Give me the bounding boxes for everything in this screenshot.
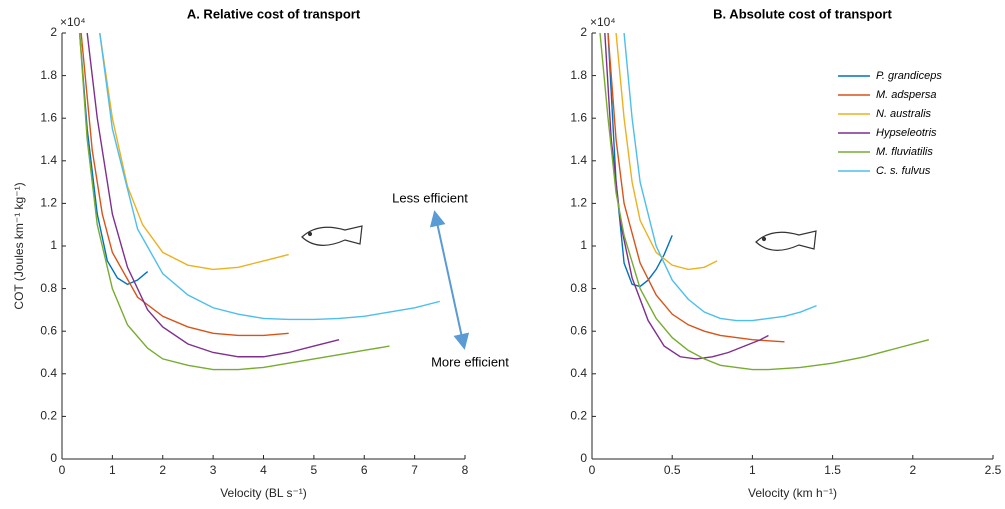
fish-icon: [301, 225, 817, 251]
y-tick-label: 0.4: [40, 366, 57, 380]
x-tick-label: 1: [749, 463, 756, 477]
y-axis-label: COT (Joules km⁻¹ kg⁻¹): [12, 182, 26, 309]
legend-label: P. grandiceps: [876, 70, 942, 82]
annotation: Less efficient: [392, 190, 468, 205]
y-tick-label: 0.6: [40, 323, 57, 337]
legend-label: Hypseleotris: [876, 127, 937, 139]
x-tick-label: 0: [589, 463, 596, 477]
chart-title: A. Relative cost of transport: [187, 6, 361, 21]
y-tick-label: 0: [50, 451, 57, 465]
x-tick-label: 2: [909, 463, 916, 477]
legend-label: M. fluviatilis: [876, 146, 933, 158]
chart-title: B. Absolute cost of transport: [713, 6, 892, 21]
x-tick-label: 6: [361, 463, 368, 477]
x-tick-label: 4: [260, 463, 267, 477]
y-tick-label: 0.2: [570, 409, 587, 423]
y-tick-label: 1: [580, 238, 587, 252]
y-tick-label: 0.8: [570, 281, 587, 295]
x-tick-label: 0: [59, 463, 66, 477]
y-multiplier: ×10⁴: [60, 15, 86, 29]
series-line: [99, 32, 289, 271]
efficiency-arrow: [429, 210, 470, 350]
x-tick-label: 8: [462, 463, 469, 477]
x-tick-label: 1.5: [824, 463, 841, 477]
y-tick-label: 2: [50, 25, 57, 39]
series-line: [604, 32, 769, 360]
y-tick-label: 1.6: [40, 110, 57, 124]
annotation: More efficient: [431, 354, 509, 369]
y-tick-label: 1.6: [570, 110, 587, 124]
y-multiplier: ×10⁴: [590, 15, 616, 29]
x-tick-label: 3: [210, 463, 217, 477]
series-line: [78, 32, 149, 286]
y-tick-label: 1: [50, 238, 57, 252]
x-axis-label: Velocity (BL s⁻¹): [220, 486, 307, 500]
y-tick-label: 0.6: [570, 323, 587, 337]
x-tick-label: 2.5: [985, 463, 1002, 477]
x-tick-label: 5: [311, 463, 318, 477]
series-line: [86, 32, 340, 358]
y-tick-label: 2: [580, 25, 587, 39]
x-tick-label: 1: [109, 463, 116, 477]
series-line: [99, 32, 440, 321]
y-tick-label: 0.8: [40, 281, 57, 295]
series-line: [615, 32, 718, 271]
series-line: [607, 32, 673, 288]
y-tick-label: 0: [580, 451, 587, 465]
series-line: [80, 32, 289, 337]
legend-label: C. s. fulvus: [876, 165, 931, 177]
y-tick-label: 0.4: [570, 366, 587, 380]
series-line: [607, 32, 785, 343]
y-tick-label: 1.2: [40, 196, 57, 210]
legend-label: N. australis: [876, 108, 932, 120]
x-tick-label: 0.5: [664, 463, 681, 477]
series-line: [78, 32, 390, 371]
x-axis-label: Velocity (km h⁻¹): [748, 486, 837, 500]
series-line: [599, 32, 930, 371]
y-tick-label: 1.4: [40, 153, 57, 167]
y-tick-label: 1.8: [40, 68, 57, 82]
y-tick-label: 1.2: [570, 196, 587, 210]
series-line: [623, 32, 817, 322]
y-tick-label: 0.2: [40, 409, 57, 423]
legend-label: M. adspersa: [876, 89, 937, 101]
x-tick-label: 7: [411, 463, 418, 477]
x-tick-label: 2: [159, 463, 166, 477]
y-tick-label: 1.8: [570, 68, 587, 82]
y-tick-label: 1.4: [570, 153, 587, 167]
